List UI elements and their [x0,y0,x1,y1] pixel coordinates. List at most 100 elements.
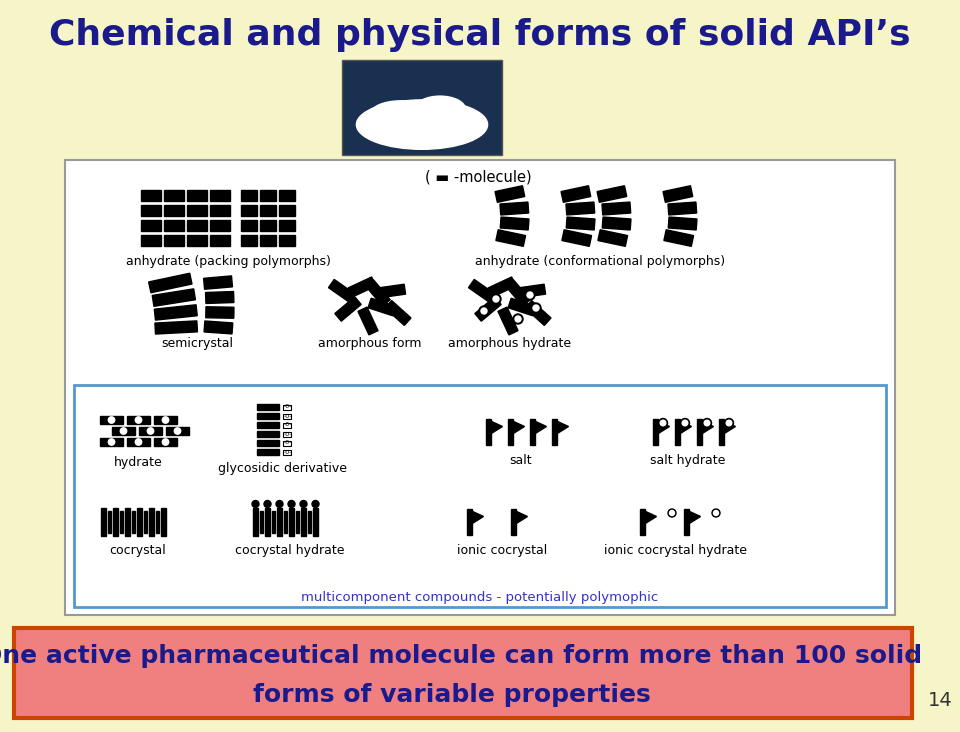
Text: ionic cocrystal hydrate: ionic cocrystal hydrate [604,544,747,557]
Circle shape [713,510,718,515]
Polygon shape [724,421,735,434]
Bar [496,230,525,247]
Bar [161,508,166,536]
Circle shape [264,501,271,507]
Bar [257,404,279,410]
Bar [283,414,291,419]
Bar [533,509,538,535]
Bar [241,235,257,246]
Bar [602,202,631,215]
Bar [668,202,697,215]
Bar [475,296,501,321]
Circle shape [108,438,114,445]
Bar [186,220,206,231]
Bar [132,511,135,533]
Circle shape [300,501,307,507]
Bar [260,235,276,246]
Bar [661,509,666,535]
Bar [163,205,183,216]
Circle shape [135,438,142,445]
Circle shape [252,501,259,507]
Bar [204,276,232,289]
Text: -0-: -0- [284,414,293,419]
Bar [283,441,291,446]
Bar [675,419,680,445]
Bar [597,186,627,202]
Bar [488,277,516,297]
Ellipse shape [370,101,430,130]
Bar [257,449,279,455]
Bar [100,438,123,446]
Circle shape [531,303,541,313]
Bar [260,190,276,201]
Bar [283,405,291,409]
Bar [508,419,513,445]
Bar [139,427,162,435]
Bar [500,202,529,215]
Text: amorphous hydrate: amorphous hydrate [448,337,571,350]
Circle shape [527,292,533,298]
Bar [166,427,189,435]
Bar [137,508,142,536]
Bar [101,508,106,536]
Text: salt: salt [510,454,532,467]
Bar [566,202,594,215]
Circle shape [712,509,720,517]
Text: Chemical and physical forms of solid API’s: Chemical and physical forms of solid API… [49,18,911,52]
Bar [257,440,279,446]
Bar [163,190,183,201]
Bar [65,160,895,615]
Ellipse shape [415,96,466,123]
Bar [205,291,234,304]
Polygon shape [535,421,546,434]
Circle shape [147,427,154,434]
Text: -0-: -0- [284,449,293,455]
Bar [551,419,557,445]
Bar [486,419,491,445]
Polygon shape [471,511,484,524]
Bar [562,230,591,247]
Bar [74,385,886,607]
Circle shape [513,314,523,324]
Bar [283,449,291,455]
Polygon shape [644,511,657,524]
FancyBboxPatch shape [342,60,502,155]
Circle shape [108,417,114,423]
Bar [289,508,294,536]
Ellipse shape [356,100,488,149]
Bar [508,298,536,315]
Bar [358,307,378,335]
Bar [144,511,147,533]
Text: amorphous form: amorphous form [319,337,421,350]
Bar [209,205,229,216]
Bar [241,205,257,216]
Bar [272,511,275,533]
Bar [127,416,150,424]
Bar [257,413,279,419]
Text: ( ▬ -molecule): ( ▬ -molecule) [424,170,531,184]
Bar [112,427,135,435]
Bar [684,509,688,535]
Bar [495,186,525,202]
Bar [140,205,160,216]
Bar [518,284,545,298]
Bar [241,190,257,201]
Circle shape [162,438,169,445]
Bar [335,296,361,321]
Bar [378,284,405,298]
Bar [153,289,196,306]
Text: hydrate: hydrate [113,456,162,469]
Bar [277,508,282,536]
Circle shape [491,294,501,304]
Bar [154,416,177,424]
Polygon shape [493,511,506,524]
Circle shape [120,427,127,434]
Bar [140,190,160,201]
Circle shape [479,306,489,316]
Bar [639,509,644,535]
Circle shape [288,501,295,507]
Circle shape [683,420,687,426]
Circle shape [660,420,666,426]
Bar [149,508,154,536]
Bar [279,235,295,246]
